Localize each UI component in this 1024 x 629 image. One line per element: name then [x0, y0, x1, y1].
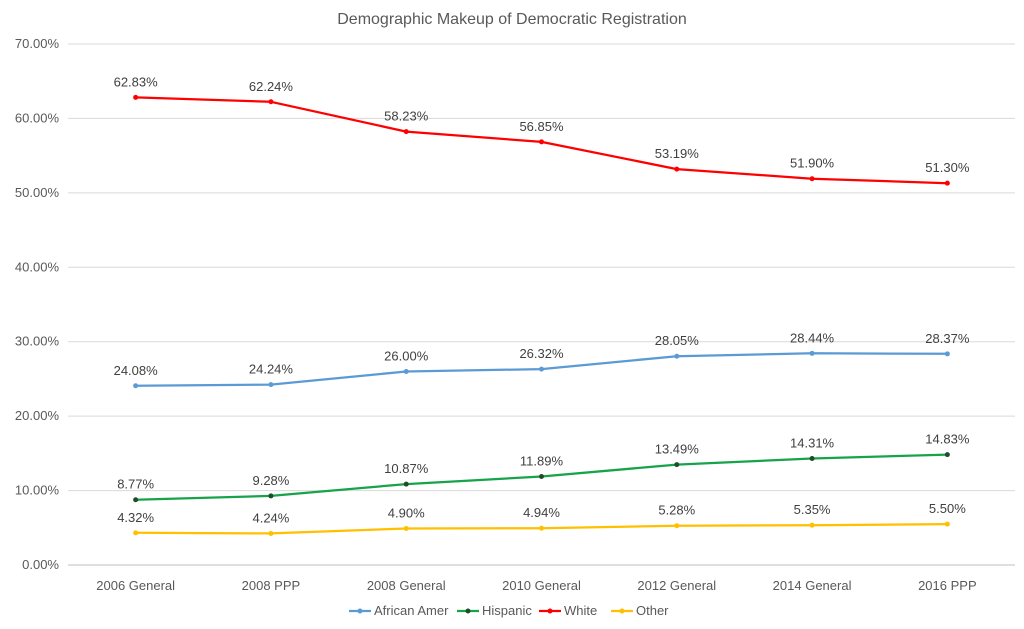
data-point — [674, 523, 680, 529]
data-label: 53.19% — [655, 146, 700, 161]
y-axis-ticks: 0.00% 10.00% 20.00% 30.00% 40.00% 50.00% 60.00… — [15, 36, 60, 572]
data-point — [268, 493, 274, 499]
data-label: 28.37% — [925, 331, 970, 346]
y-tick-label: 30.00% — [15, 334, 60, 349]
data-label: 24.24% — [249, 362, 294, 377]
data-point — [674, 462, 680, 468]
data-label: 4.32% — [117, 510, 154, 525]
x-tick-label: 2010 General — [502, 578, 581, 593]
data-point — [133, 383, 139, 389]
y-tick-label: 20.00% — [15, 408, 60, 423]
data-point — [133, 530, 139, 536]
series-layer — [133, 94, 950, 536]
gridlines — [68, 43, 1015, 566]
data-point — [133, 94, 139, 100]
data-point — [674, 353, 680, 359]
data-point — [944, 452, 950, 458]
data-label: 5.28% — [658, 503, 695, 518]
data-point — [268, 382, 274, 388]
data-point — [809, 455, 815, 461]
data-label: 28.05% — [655, 333, 700, 348]
data-label: 14.83% — [925, 432, 970, 447]
x-tick-label: 2016 PPP — [918, 578, 977, 593]
data-labels: 24.08% 24.24% 26.00% 26.32% 28.05% 28.44% 28.3… — [114, 74, 970, 525]
data-label: 26.00% — [384, 348, 429, 363]
legend-label: African Amer — [374, 603, 449, 618]
data-point — [403, 129, 409, 135]
y-tick-label: 60.00% — [15, 110, 60, 125]
data-point — [944, 351, 950, 357]
legend-marker — [547, 608, 553, 614]
data-point — [674, 166, 680, 172]
data-point — [268, 99, 274, 105]
data-label: 4.90% — [388, 506, 425, 521]
data-point — [944, 180, 950, 186]
data-point — [268, 530, 274, 536]
legend-marker — [357, 608, 363, 614]
data-label: 62.83% — [114, 74, 159, 89]
legend: African Amer Hispanic White Other — [349, 603, 669, 618]
data-point — [403, 368, 409, 374]
x-tick-label: 2008 PPP — [242, 578, 301, 593]
y-tick-label: 50.00% — [15, 185, 60, 200]
data-label: 56.85% — [519, 119, 564, 134]
x-tick-label: 2008 General — [367, 578, 446, 593]
data-point — [539, 525, 544, 531]
data-label: 5.35% — [794, 502, 831, 517]
data-point — [403, 526, 409, 532]
data-label: 14.31% — [790, 435, 835, 450]
y-tick-label: 10.00% — [15, 483, 60, 498]
y-tick-label: 70.00% — [15, 36, 60, 51]
data-label: 5.50% — [929, 501, 966, 516]
data-point — [539, 366, 544, 372]
data-label: 28.44% — [790, 330, 835, 345]
data-label: 51.90% — [790, 156, 835, 171]
legend-marker — [465, 608, 471, 614]
data-label: 13.49% — [655, 442, 700, 457]
data-label: 24.08% — [114, 363, 159, 378]
y-tick-label: 40.00% — [15, 259, 60, 274]
legend-label: Other — [636, 603, 669, 618]
data-label: 4.24% — [252, 510, 289, 525]
data-label: 58.23% — [384, 109, 429, 124]
data-label: 62.24% — [249, 79, 294, 94]
data-point — [809, 350, 815, 356]
legend-label: Hispanic — [482, 603, 532, 618]
y-tick-label: 0.00% — [22, 557, 59, 572]
data-point — [539, 474, 544, 480]
legend-label: White — [564, 603, 597, 618]
data-point — [133, 497, 139, 503]
data-label: 8.77% — [117, 477, 154, 492]
x-tick-label: 2006 General — [96, 578, 175, 593]
data-point — [809, 522, 815, 528]
data-point — [944, 521, 950, 527]
x-axis-ticks: 2006 General 2008 PPP 2008 General 2010 Gen… — [96, 578, 976, 593]
data-point — [403, 481, 409, 487]
data-label: 4.94% — [523, 505, 560, 520]
data-label: 9.28% — [252, 473, 289, 488]
data-label: 10.87% — [384, 461, 429, 476]
data-label: 11.89% — [520, 454, 564, 469]
data-point — [539, 139, 544, 145]
legend-marker — [619, 608, 625, 614]
data-label: 26.32% — [519, 346, 564, 361]
chart-title: Demographic Makeup of Democratic Registr… — [337, 11, 686, 28]
data-label: 51.30% — [925, 160, 970, 175]
data-point — [809, 176, 815, 182]
x-tick-label: 2012 General — [637, 578, 716, 593]
x-tick-label: 2014 General — [773, 578, 852, 593]
